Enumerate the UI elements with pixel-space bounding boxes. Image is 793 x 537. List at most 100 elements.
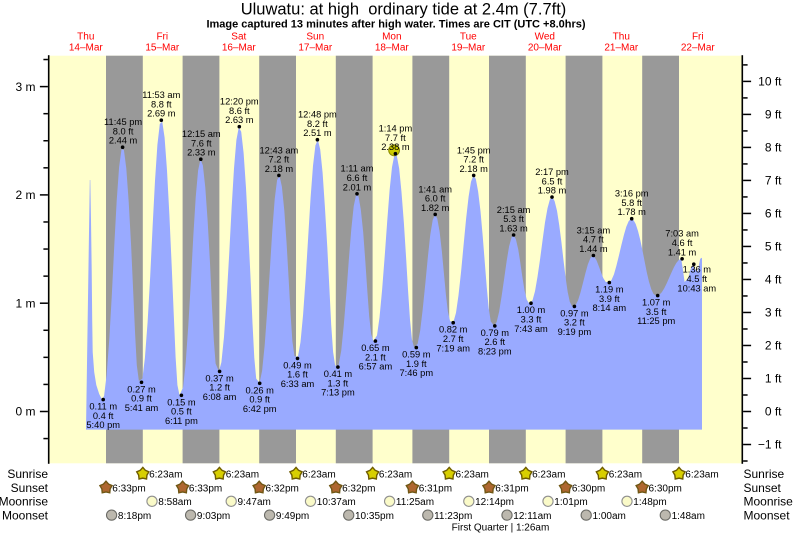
svg-text:4 ft: 4 ft [765, 273, 782, 287]
svg-text:17–Mar: 17–Mar [298, 42, 333, 53]
svg-text:Sunset: Sunset [11, 481, 49, 495]
svg-text:7:03 am: 7:03 am [665, 229, 699, 239]
svg-text:Tue: Tue [460, 32, 477, 43]
svg-text:20–Mar: 20–Mar [528, 42, 563, 53]
svg-text:5:40 pm: 5:40 pm [86, 420, 120, 430]
svg-text:6:23am: 6:23am [609, 470, 642, 481]
svg-text:6.0 ft: 6.0 ft [425, 194, 446, 204]
svg-text:7.7 ft: 7.7 ft [385, 133, 406, 143]
svg-text:5:41 am: 5:41 am [125, 403, 159, 413]
svg-text:1:00am: 1:00am [593, 511, 626, 522]
svg-text:0.26 m: 0.26 m [245, 385, 274, 395]
svg-text:−1 ft: −1 ft [758, 438, 782, 452]
svg-text:3.2 ft: 3.2 ft [564, 318, 585, 328]
svg-text:3.3 ft: 3.3 ft [521, 315, 542, 325]
svg-text:4.5 ft: 4.5 ft [686, 274, 707, 284]
svg-text:1.41 m: 1.41 m [668, 247, 697, 257]
svg-text:0.82 m: 0.82 m [439, 325, 468, 335]
svg-text:6.5 ft: 6.5 ft [542, 176, 563, 186]
svg-text:0.15 m: 0.15 m [167, 397, 196, 407]
svg-text:7.2 ft: 7.2 ft [463, 155, 484, 165]
svg-text:10:37am: 10:37am [317, 497, 356, 508]
svg-text:1.98 m: 1.98 m [538, 186, 567, 196]
svg-text:1.2 ft: 1.2 ft [209, 383, 230, 393]
svg-text:2:15 am: 2:15 am [497, 205, 531, 215]
svg-text:8:23 pm: 8:23 pm [478, 347, 512, 357]
svg-text:2.63 m: 2.63 m [225, 115, 254, 125]
svg-text:Sunset: Sunset [744, 481, 782, 495]
svg-text:2 m: 2 m [15, 188, 35, 202]
svg-text:5 ft: 5 ft [765, 240, 782, 254]
svg-text:7:13 pm: 7:13 pm [321, 388, 355, 398]
svg-text:1:41 am: 1:41 am [418, 184, 452, 194]
svg-text:Sat: Sat [231, 32, 246, 43]
svg-text:0.4 ft: 0.4 ft [93, 411, 114, 421]
svg-text:0.11 m: 0.11 m [89, 402, 117, 412]
svg-text:0.59 m: 0.59 m [402, 350, 431, 360]
svg-text:2.51 m: 2.51 m [303, 128, 332, 138]
svg-text:Image captured 13 minutes afte: Image captured 13 minutes after high wat… [206, 18, 585, 30]
svg-text:3.5 ft: 3.5 ft [646, 307, 667, 317]
svg-text:Uluwatu: at high ordinary tid: Uluwatu: at high ordinary tide at 2.4m (… [241, 1, 567, 19]
svg-text:6:30pm: 6:30pm [572, 483, 605, 494]
svg-text:10 ft: 10 ft [758, 75, 782, 89]
svg-text:2 ft: 2 ft [765, 339, 782, 353]
svg-text:7:43 am: 7:43 am [514, 324, 548, 334]
svg-text:10:35pm: 10:35pm [355, 511, 394, 522]
svg-text:1 ft: 1 ft [765, 372, 782, 386]
svg-text:1.78 m: 1.78 m [617, 207, 646, 217]
svg-text:12:14pm: 12:14pm [475, 497, 514, 508]
svg-text:5.8 ft: 5.8 ft [621, 198, 642, 208]
svg-text:11:53 am: 11:53 am [142, 90, 180, 100]
svg-text:1 m: 1 m [15, 296, 35, 310]
svg-text:0.49 m: 0.49 m [283, 360, 312, 370]
svg-text:7 ft: 7 ft [765, 174, 782, 188]
svg-text:Fri: Fri [692, 32, 704, 43]
svg-text:2.69 m: 2.69 m [147, 109, 176, 119]
svg-text:2.6 ft: 2.6 ft [484, 337, 505, 347]
svg-text:0.5 ft: 0.5 ft [171, 407, 192, 417]
svg-text:6:23am: 6:23am [149, 470, 182, 481]
svg-text:6:42 pm: 6:42 pm [243, 404, 277, 414]
svg-text:8.2 ft: 8.2 ft [307, 119, 328, 129]
svg-text:1.3 ft: 1.3 ft [328, 378, 349, 388]
svg-text:8:58am: 8:58am [158, 497, 191, 508]
svg-text:9:19 pm: 9:19 pm [558, 327, 592, 337]
svg-text:7:19 am: 7:19 am [436, 343, 470, 353]
svg-text:1.00 m: 1.00 m [517, 305, 546, 315]
svg-text:1.63 m: 1.63 m [499, 224, 528, 234]
svg-text:0 ft: 0 ft [765, 405, 782, 419]
svg-text:Moonset: Moonset [2, 508, 49, 522]
svg-text:7.2 ft: 7.2 ft [269, 155, 290, 165]
svg-text:11:45 pm: 11:45 pm [104, 117, 142, 127]
svg-text:Sunrise: Sunrise [744, 467, 785, 481]
svg-text:1.6 ft: 1.6 ft [287, 370, 308, 380]
svg-text:2.33 m: 2.33 m [187, 148, 216, 158]
svg-text:4.6 ft: 4.6 ft [672, 238, 693, 248]
svg-text:8.0 ft: 8.0 ft [113, 126, 134, 136]
svg-text:16–Mar: 16–Mar [222, 42, 257, 53]
svg-text:3 m: 3 m [15, 80, 35, 94]
svg-text:0.37 m: 0.37 m [205, 373, 234, 383]
svg-text:6:32pm: 6:32pm [266, 483, 299, 494]
svg-text:9:49pm: 9:49pm [276, 511, 309, 522]
svg-text:0.9 ft: 0.9 ft [131, 394, 152, 404]
svg-text:8.8 ft: 8.8 ft [151, 99, 172, 109]
svg-text:2.7 ft: 2.7 ft [443, 334, 464, 344]
svg-text:6:08 am: 6:08 am [203, 392, 237, 402]
svg-text:Sun: Sun [306, 32, 324, 43]
svg-text:1.36 m: 1.36 m [683, 265, 712, 275]
svg-text:Moonrise: Moonrise [0, 495, 48, 509]
svg-text:6:57 am: 6:57 am [359, 362, 393, 372]
svg-text:11:23pm: 11:23pm [434, 511, 472, 522]
svg-text:1:11 am: 1:11 am [341, 164, 374, 174]
svg-text:1:01pm: 1:01pm [554, 497, 587, 508]
svg-text:1.19 m: 1.19 m [595, 285, 624, 295]
svg-text:0.41 m: 0.41 m [324, 369, 353, 379]
svg-text:2.18 m: 2.18 m [459, 164, 488, 174]
svg-text:7.6 ft: 7.6 ft [191, 138, 212, 148]
svg-text:21–Mar: 21–Mar [604, 42, 639, 53]
svg-text:3 ft: 3 ft [765, 306, 782, 320]
svg-text:6:31pm: 6:31pm [495, 483, 528, 494]
svg-text:12:43 am: 12:43 am [260, 145, 299, 155]
